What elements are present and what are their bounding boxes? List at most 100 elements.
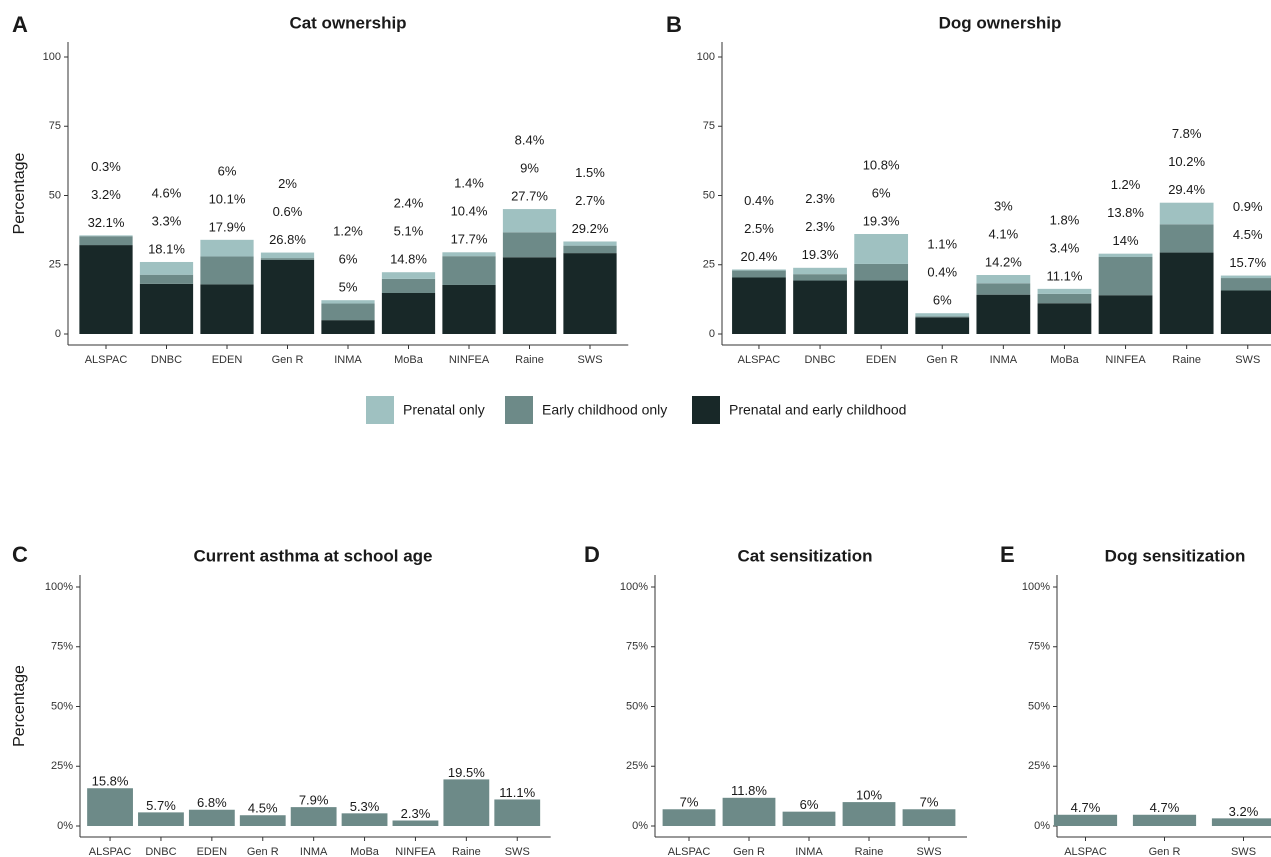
- x-tick-label: MoBa: [350, 846, 380, 857]
- value-label: 13.8%: [1107, 205, 1144, 220]
- x-tick-label: DNBC: [804, 354, 835, 366]
- bar-segment: [976, 294, 1031, 334]
- value-label: 19.3%: [802, 247, 839, 262]
- bar-segment: [260, 258, 315, 260]
- value-label: 4.7%: [1150, 800, 1180, 815]
- bar: [290, 807, 337, 826]
- panel-letter: B: [666, 12, 682, 37]
- bar-segment: [1037, 288, 1092, 294]
- bar: [188, 809, 235, 826]
- value-label: 3.3%: [152, 213, 182, 228]
- value-label: 7.8%: [1172, 126, 1202, 141]
- legend-swatch: [505, 396, 533, 424]
- value-label: 0.4%: [927, 265, 957, 280]
- bar: [87, 788, 133, 826]
- x-tick-label: MoBa: [1050, 354, 1080, 366]
- panel-letter: C: [12, 542, 28, 567]
- x-tick-label: INMA: [334, 354, 362, 366]
- bar-segment: [502, 232, 557, 258]
- bar-segment: [1098, 295, 1153, 334]
- value-label: 32.1%: [88, 215, 125, 230]
- x-tick-label: Raine: [452, 846, 481, 857]
- value-label: 2.3%: [805, 191, 835, 206]
- bar-segment: [915, 317, 970, 334]
- y-tick-label: 100: [697, 51, 715, 63]
- value-label: 17.9%: [209, 219, 246, 234]
- x-tick-label: INMA: [795, 846, 823, 857]
- y-tick-label: 25%: [626, 760, 648, 772]
- value-label: 10.8%: [863, 157, 900, 172]
- value-label: 10%: [856, 788, 882, 803]
- bar: [1211, 818, 1271, 826]
- x-tick-label: EDEN: [197, 846, 228, 857]
- x-tick-label: ALSPAC: [1064, 846, 1107, 857]
- y-tick-label: 100%: [620, 581, 648, 593]
- chart-title: Current asthma at school age: [193, 546, 432, 565]
- chart-title: Dog ownership: [939, 13, 1062, 32]
- value-label: 2.7%: [575, 193, 605, 208]
- y-tick-label: 75: [703, 120, 715, 132]
- value-label: 14%: [1113, 233, 1139, 248]
- x-tick-label: DNBC: [151, 354, 182, 366]
- x-tick-label: ALSPAC: [89, 846, 132, 857]
- value-label: 11.1%: [1046, 268, 1082, 283]
- value-label: 0.3%: [91, 159, 121, 174]
- value-label: 4.5%: [248, 801, 278, 816]
- x-tick-label: Gen R: [1149, 846, 1181, 857]
- x-tick-label: INMA: [990, 354, 1018, 366]
- y-tick-label: 50: [703, 189, 715, 201]
- y-tick-label: 0%: [1034, 820, 1050, 832]
- bar-segment: [139, 261, 194, 275]
- y-tick-label: 50: [49, 189, 61, 201]
- bar-segment: [442, 252, 496, 257]
- y-tick-label: 25%: [1028, 760, 1050, 772]
- bar: [138, 812, 184, 826]
- value-label: 6.8%: [197, 795, 227, 810]
- x-tick-label: Raine: [855, 846, 884, 857]
- bar: [1132, 814, 1197, 826]
- value-label: 10.4%: [451, 204, 488, 219]
- bar: [902, 809, 956, 826]
- bar-segment: [915, 316, 970, 318]
- x-tick-label: Raine: [1172, 354, 1201, 366]
- x-tick-label: ALSPAC: [668, 846, 711, 857]
- value-label: 2%: [278, 176, 297, 191]
- value-label: 7%: [680, 795, 699, 810]
- value-label: 6%: [218, 163, 237, 178]
- x-tick-label: SWS: [916, 846, 941, 857]
- y-tick-label: 0: [55, 328, 61, 340]
- y-tick-label: 0%: [632, 820, 648, 832]
- x-tick-label: Gen R: [272, 354, 304, 366]
- bar-segment: [200, 256, 254, 285]
- x-tick-label: ALSPAC: [738, 354, 781, 366]
- bar-segment: [321, 320, 375, 334]
- bar: [392, 820, 439, 826]
- value-label: 15.7%: [1229, 255, 1266, 270]
- bar-segment: [732, 269, 786, 271]
- x-tick-label: INMA: [300, 846, 328, 857]
- bar-segment: [321, 303, 375, 321]
- y-tick-label: 75: [49, 120, 61, 132]
- value-label: 5.1%: [394, 224, 424, 239]
- value-label: 1.5%: [575, 165, 605, 180]
- bar-segment: [79, 236, 133, 246]
- x-tick-label: SWS: [505, 846, 530, 857]
- bar-segment: [1098, 253, 1153, 257]
- y-tick-label: 0%: [57, 820, 73, 832]
- bar-segment: [502, 209, 557, 233]
- y-tick-label: 100%: [45, 581, 73, 593]
- value-label: 6%: [339, 252, 358, 267]
- y-tick-label: 0: [709, 328, 715, 340]
- value-label: 0.4%: [744, 193, 774, 208]
- value-label: 19.3%: [863, 213, 900, 228]
- bar-segment: [79, 245, 133, 334]
- value-label: 26.8%: [269, 232, 306, 247]
- bar-segment: [976, 274, 1031, 284]
- y-tick-label: 100%: [1022, 581, 1050, 593]
- value-label: 17.7%: [451, 232, 488, 247]
- bar-segment: [1098, 256, 1153, 296]
- bar-segment: [854, 234, 909, 264]
- y-tick-label: 75%: [626, 641, 648, 653]
- bar-segment: [321, 300, 375, 304]
- value-label: 1.2%: [333, 224, 363, 239]
